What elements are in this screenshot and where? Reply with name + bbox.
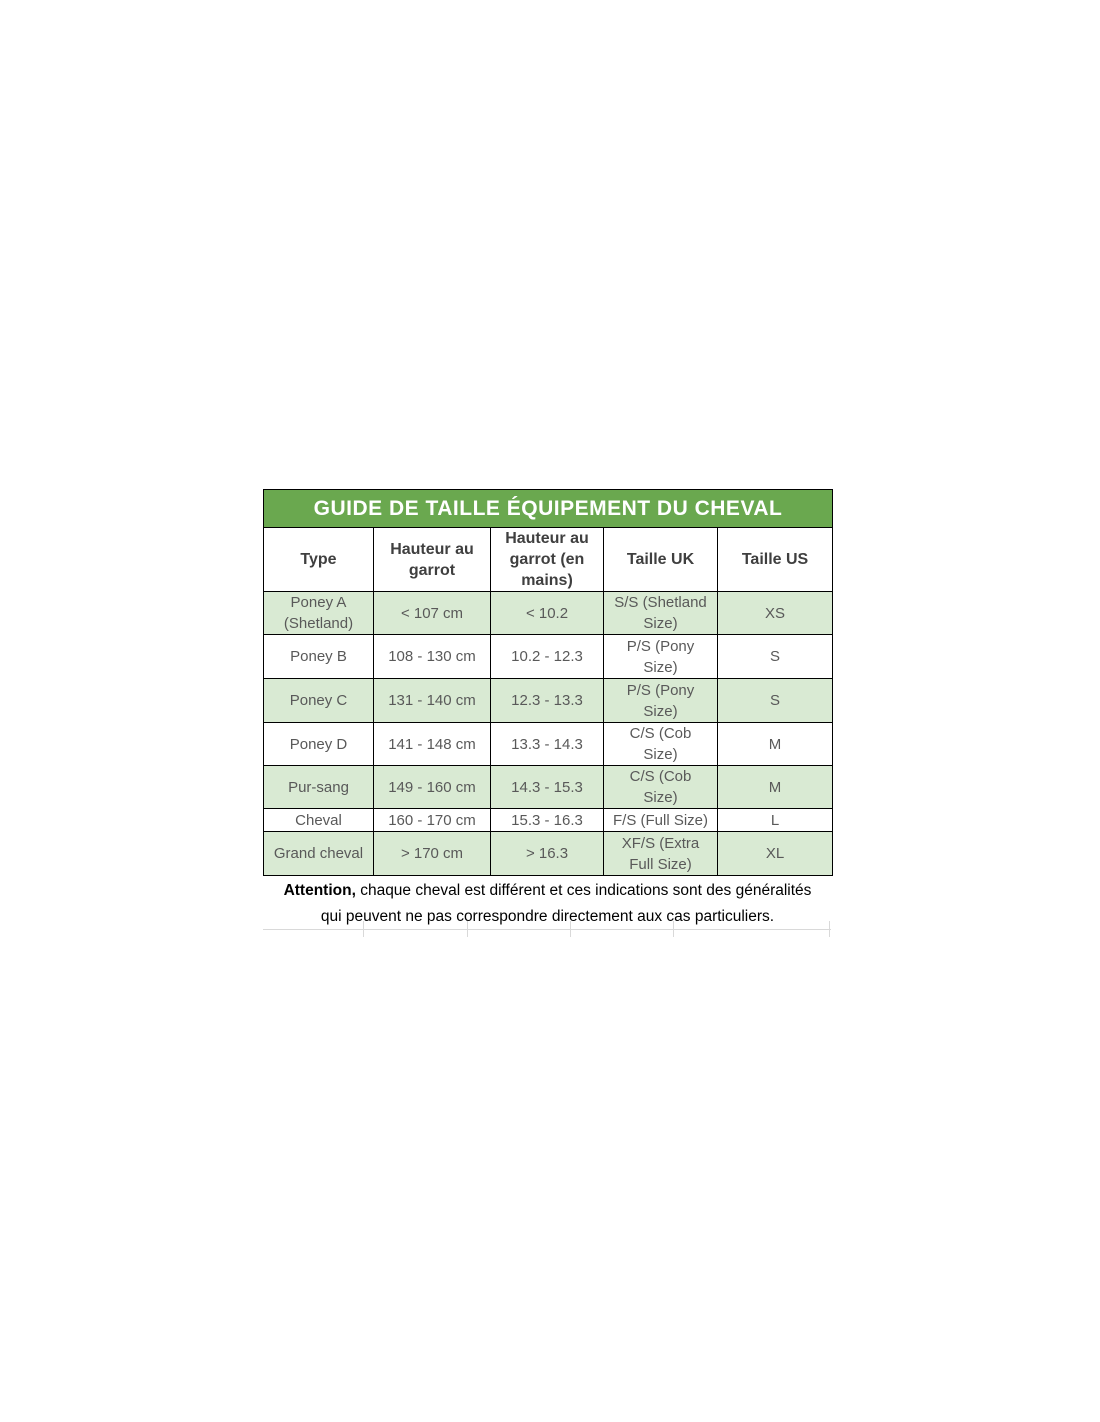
cell-size-uk: XF/S (Extra Full Size): [603, 831, 718, 876]
column-header-height-cm: Hauteur au garrot: [373, 527, 491, 592]
cell-size-us: L: [716, 808, 834, 832]
cell-type: Grand cheval: [263, 831, 374, 876]
cell-size-us: S: [716, 634, 834, 679]
cell-size-uk: P/S (Pony Size): [603, 634, 718, 679]
cell-size-uk: F/S (Full Size): [603, 808, 718, 832]
title-row: GUIDE DE TAILLE ÉQUIPEMENT DU CHEVAL: [262, 489, 834, 528]
table-row-grand-cheval: Grand cheval > 170 cm > 16.3 XF/S (Extra…: [263, 831, 834, 876]
cell-type: Poney D: [263, 722, 374, 766]
cell-size-us: XS: [716, 591, 834, 635]
sheet-gridline-vertical: [829, 921, 830, 937]
table-row-poney-c: Poney C 131 - 140 cm 12.3 - 13.3 P/S (Po…: [263, 678, 834, 723]
table-row-poney-a: Poney A (Shetland) < 107 cm < 10.2 S/S (…: [263, 591, 834, 635]
size-table: GUIDE DE TAILLE ÉQUIPEMENT DU CHEVAL Typ…: [262, 489, 834, 876]
table-row-poney-b: Poney B 108 - 130 cm 10.2 - 12.3 P/S (Po…: [263, 634, 834, 679]
cell-height-hands: 13.3 - 14.3: [490, 722, 604, 766]
cell-height-cm: 131 - 140 cm: [373, 678, 491, 723]
cell-height-cm: 160 - 170 cm: [373, 808, 491, 832]
sheet-gridline-vertical: [673, 921, 674, 937]
cell-type: Poney B: [263, 634, 374, 679]
footer-note-text: chaque cheval est différent et ces indic…: [320, 882, 812, 925]
header-row: Type Hauteur au garrot Hauteur au garrot…: [263, 527, 834, 592]
cell-type: Cheval: [263, 808, 374, 832]
cell-size-us: M: [716, 722, 834, 766]
column-header-size-uk: Taille UK: [603, 527, 718, 592]
sheet-gridline-vertical: [467, 921, 468, 937]
size-guide-table: GUIDE DE TAILLE ÉQUIPEMENT DU CHEVAL Typ…: [262, 489, 834, 937]
cell-height-hands: 12.3 - 13.3: [490, 678, 604, 723]
table-row-pur-sang: Pur-sang 149 - 160 cm 14.3 - 15.3 C/S (C…: [263, 765, 834, 809]
footer-note: Attention, chaque cheval est différent e…: [263, 876, 832, 930]
cell-size-us: S: [716, 678, 834, 723]
table-row-poney-d: Poney D 141 - 148 cm 13.3 - 14.3 C/S (Co…: [263, 722, 834, 766]
cell-size-uk: S/S (Shetland Size): [603, 591, 718, 635]
column-header-type: Type: [263, 527, 374, 592]
column-header-size-us: Taille US: [716, 527, 834, 592]
cell-size-us: M: [716, 765, 834, 809]
cell-height-cm: 141 - 148 cm: [373, 722, 491, 766]
cell-height-hands: > 16.3: [490, 831, 604, 876]
cell-height-cm: 149 - 160 cm: [373, 765, 491, 809]
cell-size-uk: C/S (Cob Size): [603, 722, 718, 766]
column-header-height-hands: Hauteur au garrot (en mains): [490, 527, 604, 592]
cell-type: Poney A (Shetland): [263, 591, 374, 635]
cell-size-uk: C/S (Cob Size): [603, 765, 718, 809]
table-title: GUIDE DE TAILLE ÉQUIPEMENT DU CHEVAL: [262, 489, 834, 528]
cell-height-hands: < 10.2: [490, 591, 604, 635]
sheet-gridline-horizontal: [263, 929, 831, 930]
sheet-gridline-vertical: [363, 921, 364, 937]
footer-note-attention: Attention,: [283, 882, 356, 899]
cell-height-cm: < 107 cm: [373, 591, 491, 635]
cell-type: Pur-sang: [263, 765, 374, 809]
sheet-gridline-vertical: [570, 921, 571, 937]
cell-size-uk: P/S (Pony Size): [603, 678, 718, 723]
cell-size-us: XL: [716, 831, 834, 876]
table-row-cheval: Cheval 160 - 170 cm 15.3 - 16.3 F/S (Ful…: [263, 808, 834, 832]
cell-height-hands: 15.3 - 16.3: [490, 808, 604, 832]
cell-height-hands: 10.2 - 12.3: [490, 634, 604, 679]
cell-height-cm: > 170 cm: [373, 831, 491, 876]
cell-height-cm: 108 - 130 cm: [373, 634, 491, 679]
cell-type: Poney C: [263, 678, 374, 723]
cell-height-hands: 14.3 - 15.3: [490, 765, 604, 809]
